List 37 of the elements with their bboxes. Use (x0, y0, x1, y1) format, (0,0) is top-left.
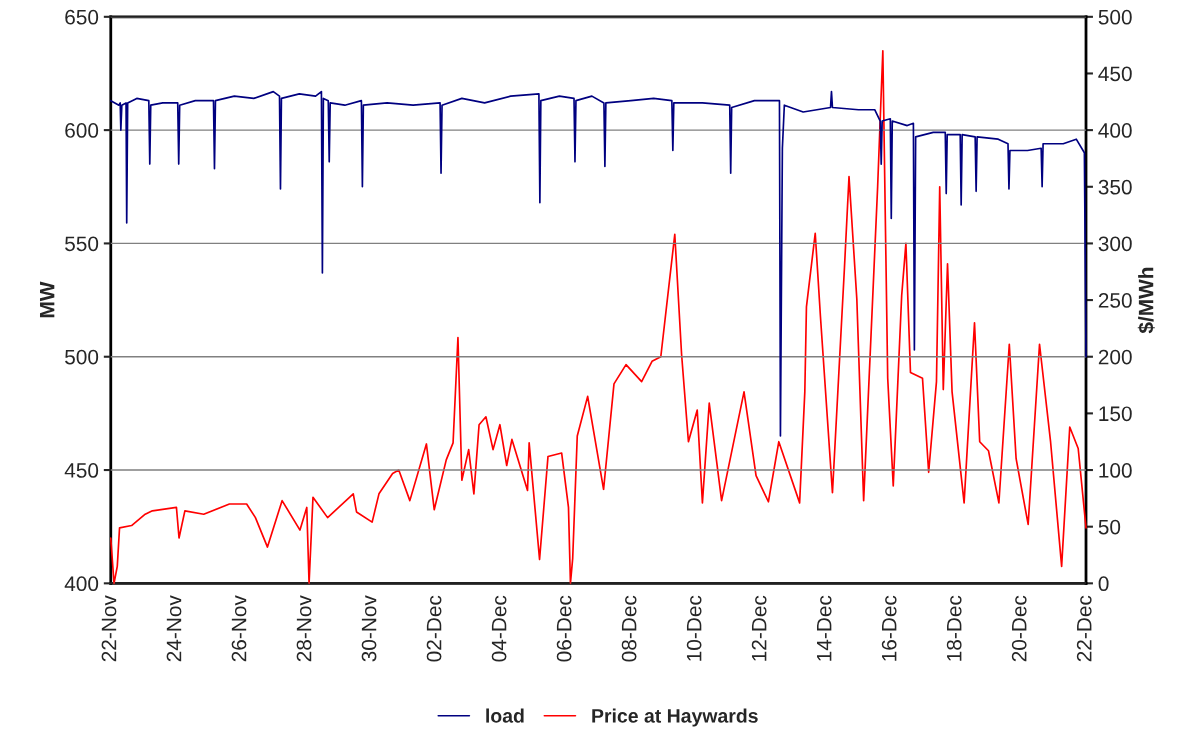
y-tick-label: 400 (64, 576, 99, 592)
x-tick-label: 16-Dec (881, 595, 897, 661)
y2-tick-label: 500 (1098, 9, 1132, 25)
y2-tick-label: 150 (1099, 406, 1132, 422)
x-tick-label: 10-Dec (686, 595, 702, 661)
x-tick-label: 08-Dec (621, 595, 637, 662)
x-tick-label: 22-Nov (101, 595, 117, 662)
x-tick-label: 30-Nov (361, 595, 377, 662)
x-tick-label: 06-Dec (556, 595, 572, 662)
x-tick-label: 28-Nov (296, 595, 312, 662)
y2-tick-label: 200 (1098, 349, 1132, 365)
legend-label: Price at Haywards (592, 708, 758, 727)
x-tick-label: 26-Nov (231, 595, 247, 662)
y-tick-label: 500 (65, 349, 99, 365)
y2-tick-label: 300 (1098, 236, 1132, 252)
x-tick-label: 22-Dec (1076, 595, 1092, 662)
y2-tick-label: 100 (1099, 463, 1132, 478)
y2-tick-label: 50 (1098, 519, 1121, 535)
legend-label: load (486, 708, 524, 723)
y-tick-label: 650 (65, 9, 99, 25)
y2-tick-label: 250 (1098, 293, 1132, 308)
y-tick-label: 600 (65, 123, 99, 138)
y2-axis-title: $/MWh (1137, 267, 1155, 334)
y-axis-title: MW (40, 281, 55, 318)
y2-tick-label: 400 (1098, 123, 1132, 138)
y2-tick-label: 450 (1098, 66, 1132, 82)
y2-tick-label: 0 (1098, 576, 1109, 592)
y2-tick-label: 350 (1098, 179, 1132, 195)
x-tick-label: 02-Dec (426, 595, 442, 662)
x-tick-label: 24-Nov (166, 595, 182, 662)
x-tick-label: 04-Dec (491, 595, 507, 662)
y-tick-label: 550 (65, 236, 99, 252)
y-tick-label: 450 (64, 463, 99, 478)
x-tick-label: 20-Dec (1011, 595, 1027, 662)
x-tick-label: 14-Dec (817, 595, 832, 661)
x-tick-label: 12-Dec (751, 595, 767, 661)
x-tick-label: 18-Dec (946, 595, 962, 661)
